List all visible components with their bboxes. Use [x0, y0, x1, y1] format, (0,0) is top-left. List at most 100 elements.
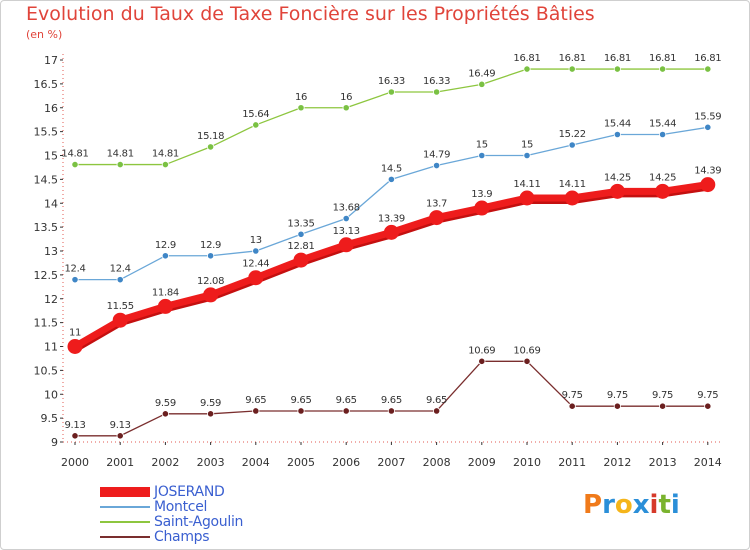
data-point-saint-agoulin	[478, 80, 486, 88]
data-point-joserand	[248, 270, 264, 286]
data-label-champs: 9.75	[652, 390, 673, 401]
legend-swatch-joserand	[100, 486, 150, 497]
data-point-joserand	[112, 312, 128, 328]
data-label-champs: 10.69	[468, 345, 495, 356]
data-point-joserand	[700, 177, 716, 193]
logo-letter: i	[649, 490, 659, 520]
data-label-champs: 9.75	[562, 390, 583, 401]
legend-label-montcel: Montcel	[154, 498, 208, 515]
data-point-montcel	[387, 175, 395, 183]
y-tick-label: 15	[44, 150, 58, 163]
data-point-montcel	[704, 123, 712, 131]
x-tick-label: 2000	[61, 456, 89, 469]
x-tick-label: 2003	[197, 456, 225, 469]
logo-letter: P	[583, 490, 603, 520]
data-point-saint-agoulin	[116, 160, 124, 169]
data-label-saint-agoulin: 16	[340, 92, 352, 103]
data-point-saint-agoulin	[71, 160, 79, 169]
data-label-montcel: 14.79	[423, 150, 450, 161]
data-label-joserand: 12.81	[287, 241, 314, 252]
x-tick-label: 2009	[468, 456, 496, 469]
data-label-saint-agoulin: 16.33	[423, 76, 450, 87]
x-tick-label: 2014	[694, 456, 722, 469]
y-tick-label: 11	[44, 341, 58, 354]
data-point-montcel	[161, 252, 169, 260]
data-label-montcel: 15.44	[604, 118, 631, 129]
data-label-joserand: 12.44	[242, 259, 269, 270]
y-tick-label: 17	[44, 54, 58, 67]
data-label-montcel: 14.5	[381, 163, 402, 174]
y-tick-label: 15.5	[34, 126, 59, 139]
data-label-saint-agoulin: 14.81	[107, 149, 134, 160]
data-point-joserand	[655, 183, 671, 199]
logo-letter: r	[602, 490, 615, 520]
data-label-saint-agoulin: 16.81	[649, 53, 676, 64]
data-point-champs	[71, 432, 79, 440]
y-tick-label: 16	[44, 102, 58, 115]
data-point-joserand	[67, 339, 83, 354]
data-label-saint-agoulin: 16	[295, 92, 307, 103]
x-tick-label: 2011	[558, 456, 586, 469]
data-point-champs	[207, 410, 215, 418]
data-point-saint-agoulin	[658, 65, 667, 73]
data-point-joserand	[338, 237, 354, 253]
data-labels: 14.81 14.81 14.81 15.18 15.64 16 16 16.33 16.33 1…	[61, 53, 721, 431]
series-shadow-joserand	[70, 181, 713, 353]
data-point-montcel	[116, 276, 124, 284]
y-tick-label: 10.5	[34, 364, 59, 377]
data-label-montcel: 15	[521, 140, 533, 151]
data-label-saint-agoulin: 16.81	[513, 53, 540, 64]
data-label-joserand: 11.55	[107, 301, 134, 312]
legend-label-champs: Champs	[154, 528, 210, 545]
data-label-joserand: 12.08	[197, 276, 224, 287]
proxiti-logo: Proxiti	[583, 490, 680, 520]
data-label-montcel: 15.22	[559, 129, 586, 140]
data-point-champs	[161, 410, 169, 418]
data-label-joserand: 13.13	[333, 226, 360, 237]
data-label-joserand: 14.39	[694, 166, 721, 177]
legend-item-champs: Champs	[100, 529, 243, 544]
data-label-joserand: 11	[69, 328, 81, 339]
data-label-champs: 9.65	[290, 395, 311, 406]
data-point-saint-agoulin	[252, 121, 260, 129]
data-label-montcel: 12.9	[155, 240, 176, 251]
data-label-champs: 9.65	[336, 395, 357, 406]
legend: JOSERAND Montcel Saint-Agoulin Champs	[100, 484, 243, 544]
data-label-saint-agoulin: 16.81	[604, 53, 631, 64]
data-point-saint-agoulin	[704, 65, 712, 73]
data-label-joserand: 14.11	[513, 179, 540, 190]
legend-swatch-saint-agoulin	[100, 520, 150, 523]
x-tick-label: 2007	[377, 456, 405, 469]
data-label-joserand: 13.9	[471, 189, 492, 200]
data-point-saint-agoulin	[207, 143, 215, 151]
data-label-saint-agoulin: 15.64	[242, 109, 269, 120]
x-tick-label: 2012	[603, 456, 631, 469]
data-label-joserand: 13.7	[426, 199, 447, 210]
data-label-montcel: 13	[250, 235, 262, 246]
data-point-champs	[116, 432, 124, 440]
legend-swatch-montcel	[100, 505, 150, 508]
y-tick-label: 9	[51, 436, 58, 449]
data-point-champs	[297, 407, 305, 415]
data-label-champs: 9.59	[200, 398, 221, 409]
y-tick-label: 11.5	[34, 317, 59, 330]
data-label-saint-agoulin: 16.49	[468, 68, 495, 79]
data-point-champs	[342, 407, 350, 415]
data-point-champs	[478, 357, 486, 365]
data-label-joserand: 14.25	[649, 172, 676, 183]
legend-swatch-champs	[100, 535, 150, 538]
chart-title: Evolution du Taux de Taxe Foncière sur l…	[26, 3, 595, 25]
data-point-champs	[613, 402, 622, 410]
data-point-montcel	[297, 230, 305, 238]
data-label-montcel: 12.4	[64, 264, 85, 275]
data-label-saint-agoulin: 14.81	[61, 149, 88, 160]
logo-letter: t	[658, 490, 671, 520]
data-point-joserand	[429, 210, 445, 226]
data-point-saint-agoulin	[613, 65, 622, 73]
data-point-saint-agoulin	[432, 88, 441, 96]
y-tick-label: 12	[44, 293, 58, 306]
y-tick-label: 16.5	[34, 78, 59, 91]
data-point-saint-agoulin	[161, 160, 169, 169]
data-label-champs: 10.69	[513, 345, 540, 356]
